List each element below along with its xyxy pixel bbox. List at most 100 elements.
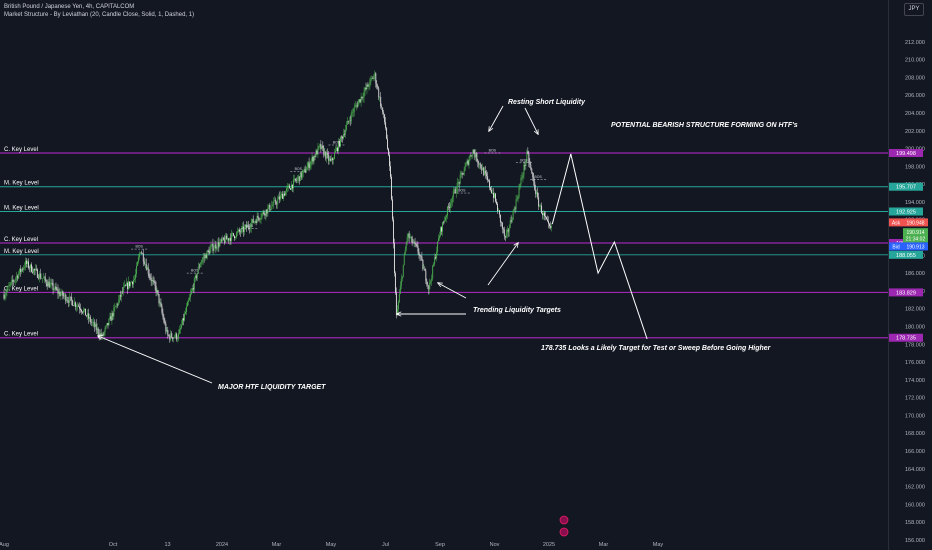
price-tag-label-box — [889, 218, 903, 227]
candle-body — [110, 316, 112, 321]
candle-body — [450, 202, 452, 204]
candle-body — [316, 150, 318, 155]
candle-body — [332, 158, 334, 160]
candle-body — [225, 235, 227, 243]
candle-body — [424, 268, 426, 271]
candle-body — [525, 160, 527, 166]
y-tick-label: 202.000 — [905, 129, 925, 135]
candle-body — [153, 280, 155, 282]
annotation-resting-liquidity: Resting Short Liquidity — [508, 99, 586, 106]
candle-body — [230, 238, 232, 241]
candle-body — [346, 120, 348, 125]
candle-body — [407, 233, 409, 237]
candle-body — [44, 276, 46, 281]
candle-body — [9, 284, 11, 286]
candle-body — [163, 316, 165, 323]
candle-body — [304, 168, 306, 173]
annotation-arrow — [489, 105, 504, 131]
candle-body — [193, 278, 195, 290]
candle-body — [277, 199, 279, 205]
candle-body — [466, 160, 468, 164]
price-axis-separator — [888, 0, 889, 550]
candle-body — [340, 136, 341, 147]
candle-body — [16, 275, 18, 279]
candle-body — [401, 276, 403, 279]
candle-body — [199, 263, 201, 268]
candle-body — [150, 278, 152, 282]
candle-body — [180, 327, 182, 330]
key-level-label: C. Key Level — [4, 237, 38, 243]
annotation-arrow — [438, 283, 467, 299]
x-tick-label: 2024 — [216, 542, 228, 548]
candle-body — [82, 311, 83, 313]
candle-body — [51, 282, 53, 284]
candle-body — [299, 172, 301, 182]
key-level-price-tag-text: 195.707 — [896, 185, 916, 191]
candle-body — [76, 306, 78, 308]
candle-body — [112, 313, 114, 317]
candle-body — [119, 294, 121, 300]
candle-body — [14, 280, 16, 282]
price-tag-value: 190.913 — [906, 244, 924, 250]
candle-body — [373, 76, 375, 79]
candle-body — [10, 282, 12, 285]
candle-body — [187, 300, 189, 303]
candle-body — [409, 237, 411, 239]
candle-body — [399, 285, 401, 294]
candle-body — [149, 275, 151, 279]
candle-body — [367, 84, 369, 87]
candle-body — [261, 213, 263, 218]
key-level-price-tag-text: 178.735 — [896, 336, 916, 342]
candle-body — [444, 220, 445, 223]
annotation-trending-targets: Trending Liquidity Targets — [473, 307, 561, 314]
candle-body — [341, 136, 343, 139]
candle-body — [83, 310, 84, 313]
candle-body — [313, 156, 315, 162]
candle-body — [202, 257, 204, 260]
candle-body — [74, 302, 76, 306]
candle-body — [341, 136, 342, 138]
candle-body — [129, 281, 131, 286]
candle-body — [494, 193, 495, 198]
candle-body — [357, 102, 359, 107]
currency-button[interactable]: JPY — [904, 3, 924, 16]
candle-body — [100, 333, 102, 337]
candle-body — [245, 225, 247, 228]
x-tick-label: Mar — [599, 542, 609, 548]
candle-body — [320, 144, 322, 149]
candle-body — [138, 253, 140, 258]
candle-body — [116, 303, 118, 307]
candle-body — [515, 199, 517, 210]
candle-body — [519, 184, 521, 189]
candle-body — [343, 134, 345, 135]
candle-body — [109, 316, 111, 319]
candle-body — [247, 225, 249, 228]
candle-body — [31, 264, 32, 272]
candle-body — [205, 254, 207, 259]
x-tick-label: Oct — [109, 542, 118, 548]
annotation-target-note: 178.735 Looks a Likely Target for Test o… — [541, 345, 772, 352]
candle-body — [258, 217, 260, 220]
candle-body — [276, 203, 278, 205]
candle-body — [302, 170, 304, 173]
chart-header: British Pound / Japanese Yen, 4h, CAPITA… — [4, 3, 194, 19]
candle-body — [501, 222, 503, 229]
candle-body — [46, 283, 48, 287]
candle-body — [15, 278, 17, 281]
candle-body — [386, 127, 388, 139]
candle-body — [427, 284, 429, 286]
y-tick-label: 176.000 — [905, 360, 925, 366]
candle-body — [66, 300, 68, 302]
candle-body — [322, 145, 324, 148]
candle-body — [56, 289, 58, 290]
candle-body — [512, 210, 514, 220]
candle-body — [548, 221, 549, 224]
candle-body — [102, 334, 104, 336]
candle-body — [428, 285, 430, 290]
candle-body — [8, 285, 10, 287]
candle-body — [465, 163, 467, 167]
candle-body — [27, 261, 28, 264]
candle-body — [524, 164, 526, 166]
